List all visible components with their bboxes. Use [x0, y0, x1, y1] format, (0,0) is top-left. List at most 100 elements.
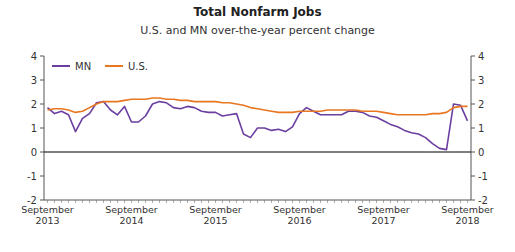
x-minor-tick: [355, 200, 356, 203]
y-tick: [40, 176, 44, 177]
x-tick-label: September2014: [105, 204, 158, 226]
x-minor-tick: [61, 200, 62, 203]
x-minor-tick: [334, 200, 335, 203]
x-minor-tick: [362, 200, 363, 203]
y2-tick: [471, 104, 475, 105]
y2-tick: [471, 152, 475, 153]
x-minor-tick: [173, 200, 174, 203]
x-minor-tick: [96, 200, 97, 203]
x-tick-label-line: September: [105, 204, 158, 215]
x-minor-tick: [208, 200, 209, 203]
y2-tick: [471, 176, 475, 177]
y-tick-label: 4: [31, 51, 37, 62]
x-tick-label-line: September: [21, 204, 74, 215]
x-minor-tick: [439, 200, 440, 203]
y-tick-label: 1: [31, 123, 37, 134]
x-minor-tick: [404, 200, 405, 203]
x-minor-tick: [117, 200, 118, 203]
x-minor-tick: [285, 200, 286, 203]
x-minor-tick: [397, 200, 398, 203]
x-minor-tick: [299, 200, 300, 203]
x-minor-tick: [292, 200, 293, 203]
y-tick: [40, 200, 44, 201]
x-minor-tick: [411, 200, 412, 203]
y2-tick-label: 0: [478, 147, 484, 158]
x-minor-tick: [390, 200, 391, 203]
legend-label: U.S.: [128, 61, 148, 72]
x-tick-label-line: September: [273, 204, 326, 215]
legend: MNU.S.: [52, 61, 148, 72]
y2-tick-label: 1: [478, 123, 484, 134]
y2-tick-label: -1: [478, 171, 488, 182]
x-tick-label: September2016: [273, 204, 326, 226]
x-minor-tick: [215, 200, 216, 203]
y2-tick: [471, 80, 475, 81]
y-tick: [40, 128, 44, 129]
x-minor-tick: [383, 200, 384, 203]
x-minor-tick: [278, 200, 279, 203]
x-minor-tick: [68, 200, 69, 203]
x-minor-tick: [47, 200, 48, 203]
x-minor-tick: [229, 200, 230, 203]
x-tick-label: September2018: [441, 204, 494, 226]
x-tick-label-line: 2014: [119, 215, 143, 226]
x-minor-tick: [89, 200, 90, 203]
x-minor-tick: [467, 200, 468, 203]
y2-tick-label: 3: [478, 75, 484, 86]
x-minor-tick: [124, 200, 125, 203]
x-minor-tick: [243, 200, 244, 203]
x-minor-tick: [348, 200, 349, 203]
x-minor-tick: [250, 200, 251, 203]
y-tick: [40, 56, 44, 57]
x-minor-tick: [201, 200, 202, 203]
x-minor-tick: [376, 200, 377, 203]
subtitle: U.S. and MN over-the-year percent change: [140, 24, 375, 37]
x-minor-tick: [222, 200, 223, 203]
x-tick-label-line: September: [441, 204, 494, 215]
x-tick-label-line: 2015: [203, 215, 227, 226]
legend-swatch: [52, 65, 70, 67]
x-tick-label-line: September: [357, 204, 410, 215]
y-tick-label: 0: [31, 147, 37, 158]
x-tick-label: September2013: [21, 204, 74, 226]
x-minor-tick: [306, 200, 307, 203]
x-minor-tick: [187, 200, 188, 203]
y-tick-label: -1: [27, 171, 37, 182]
x-tick-label: September2017: [357, 204, 410, 226]
x-minor-tick: [131, 200, 132, 203]
y-tick: [40, 152, 44, 153]
x-minor-tick: [82, 200, 83, 203]
x-minor-tick: [313, 200, 314, 203]
x-minor-tick: [425, 200, 426, 203]
x-minor-tick: [180, 200, 181, 203]
y2-tick: [471, 128, 475, 129]
plot-area: [44, 98, 471, 152]
title: Total Nonfarm Jobs: [193, 5, 321, 19]
chart: Total Nonfarm Jobs U.S. and MN over-the-y…: [0, 0, 515, 252]
x-tick-label-line: 2017: [371, 215, 395, 226]
y2-tick: [471, 56, 475, 57]
x-minor-tick: [54, 200, 55, 203]
x-minor-tick: [327, 200, 328, 203]
x-minor-tick: [236, 200, 237, 203]
x-minor-tick: [271, 200, 272, 203]
y-tick: [40, 80, 44, 81]
x-minor-tick: [194, 200, 195, 203]
x-minor-tick: [257, 200, 258, 203]
x-tick-label-line: 2013: [35, 215, 59, 226]
y-tick: [40, 104, 44, 105]
legend-swatch: [105, 65, 123, 67]
y-tick-label: 2: [31, 99, 37, 110]
x-minor-tick: [264, 200, 265, 203]
x-minor-tick: [159, 200, 160, 203]
x-minor-tick: [320, 200, 321, 203]
x-minor-tick: [110, 200, 111, 203]
y-tick-label: 3: [31, 75, 37, 86]
x-minor-tick: [166, 200, 167, 203]
x-minor-tick: [418, 200, 419, 203]
y2-tick-label: 2: [478, 99, 484, 110]
x-minor-tick: [152, 200, 153, 203]
x-tick-label-line: September: [189, 204, 242, 215]
x-tick-label-line: 2018: [455, 215, 479, 226]
x-minor-tick: [138, 200, 139, 203]
